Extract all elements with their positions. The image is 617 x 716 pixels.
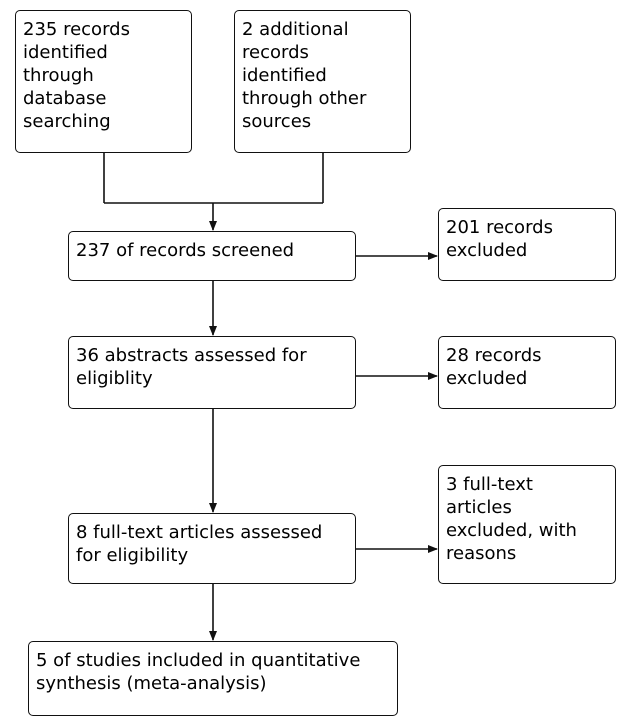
abstracts-assessed-box: 36 abstracts assessed for eligiblity: [68, 336, 356, 409]
records-excluded-screening-box: 201 records excluded: [438, 208, 616, 281]
records-excluded-abstracts-box: 28 records excluded: [438, 336, 616, 409]
records-other-sources-box: 2 additional records identified through …: [234, 10, 411, 153]
full-text-excluded-box: 3 full-text articles excluded, with reas…: [438, 465, 616, 584]
records-database-box: 235 records identified through database …: [15, 10, 192, 153]
studies-included-box: 5 of studies included in quantitative sy…: [28, 641, 398, 716]
records-screened-box: 237 of records screened: [68, 231, 356, 281]
full-text-assessed-box: 8 full-text articles assessed for eligib…: [68, 513, 356, 584]
